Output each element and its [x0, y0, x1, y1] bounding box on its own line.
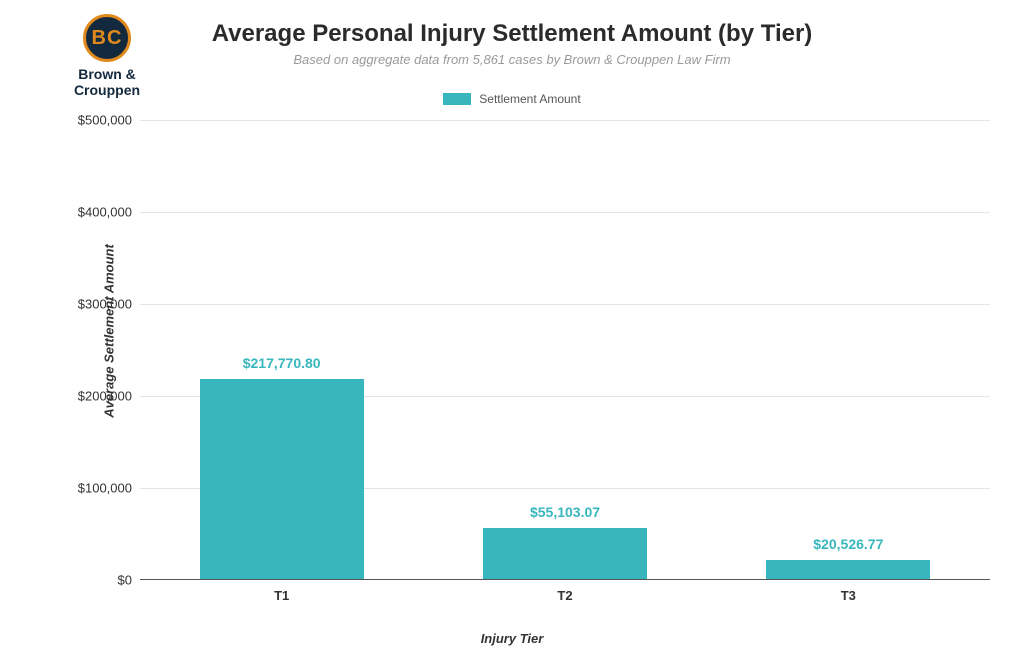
legend-label: Settlement Amount — [479, 92, 580, 106]
x-axis-title: Injury Tier — [0, 631, 1024, 646]
y-tick-label: $100,000 — [52, 481, 132, 496]
bar-value-label: $20,526.77 — [813, 536, 883, 552]
chart-subtitle: Based on aggregate data from 5,861 cases… — [0, 52, 1024, 67]
gridline — [140, 120, 990, 121]
bar — [200, 379, 364, 579]
y-tick-label: $500,000 — [52, 113, 132, 128]
x-tick-label: T1 — [274, 588, 289, 603]
gridline — [140, 304, 990, 305]
legend-item: Settlement Amount — [443, 92, 580, 106]
bar-value-label: $55,103.07 — [530, 504, 600, 520]
chart-legend: Settlement Amount — [0, 92, 1024, 110]
legend-swatch — [443, 93, 471, 105]
y-tick-label: $300,000 — [52, 297, 132, 312]
gridline — [140, 212, 990, 213]
bar — [766, 560, 930, 579]
x-tick-label: T3 — [841, 588, 856, 603]
y-tick-label: $0 — [52, 573, 132, 588]
bar — [483, 528, 647, 579]
y-tick-label: $400,000 — [52, 205, 132, 220]
chart-root: BC Brown & Crouppen Average Personal Inj… — [0, 0, 1024, 662]
brand-name-line1: Brown & — [62, 66, 152, 82]
x-tick-label: T2 — [557, 588, 572, 603]
bar-value-label: $217,770.80 — [243, 355, 321, 371]
plot-area: $0$100,000$200,000$300,000$400,000$500,0… — [140, 120, 990, 580]
chart-title: Average Personal Injury Settlement Amoun… — [0, 20, 1024, 48]
y-tick-label: $200,000 — [52, 389, 132, 404]
